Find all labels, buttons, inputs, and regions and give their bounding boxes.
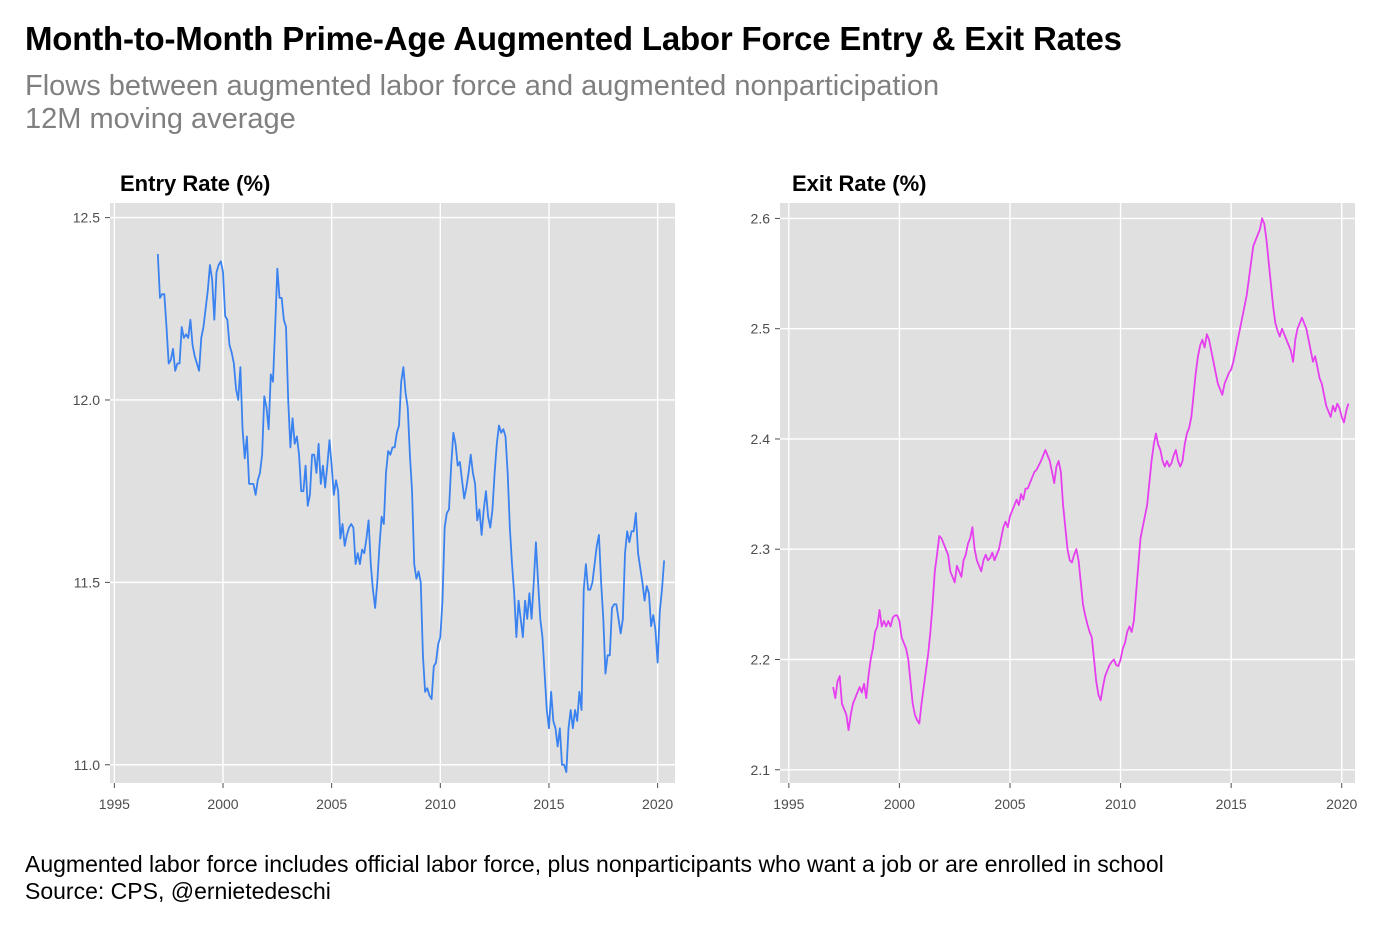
- caption-line: Augmented labor force includes official …: [25, 851, 1164, 877]
- chart-subtitle: Flows between augmented labor force and …: [25, 70, 939, 136]
- y-tick-label: 2.6: [751, 210, 771, 226]
- x-tick-label: 1995: [99, 796, 130, 812]
- x-tick-label: 2020: [1326, 796, 1357, 812]
- x-tick-label: 2015: [1216, 796, 1247, 812]
- plot-panel-background: [780, 203, 1355, 783]
- y-tick-label: 12.0: [73, 392, 100, 408]
- entry-rate-title: Entry Rate (%): [120, 171, 270, 196]
- x-tick-label: 2010: [425, 796, 456, 812]
- entry-rate-panel: 1995 2000 2005 2010 2015 2020 11.0 11.5 12.0 12.5…: [73, 171, 675, 812]
- y-tick-label: 2.3: [751, 541, 771, 557]
- caption-line: Source: CPS, @ernietedeschi: [25, 878, 331, 904]
- exit-rate-series-line: [832, 217, 1350, 731]
- subtitle-line: Flows between augmented labor force and …: [25, 70, 940, 102]
- subtitle-line: 12M moving average: [25, 103, 296, 135]
- y-tick-label: 2.5: [751, 321, 771, 337]
- x-tick-label: 2020: [642, 796, 673, 812]
- y-tick-label: 11.0: [74, 757, 100, 773]
- x-tick-label: 2000: [207, 796, 238, 812]
- y-tick-label: 2.1: [751, 762, 771, 778]
- x-tick-label: 2010: [1105, 796, 1136, 812]
- chart-title: Month-to-Month Prime-Age Augmented Labor…: [25, 20, 1122, 57]
- x-tick-label: 2005: [994, 796, 1025, 812]
- x-tick-label: 2005: [316, 796, 347, 812]
- exit-rate-panel: 1995 2000 2005 2010 2015 2020 2.1 2.2 2.3 2.4 2.5 2…: [751, 171, 1358, 812]
- x-tick-label: 2000: [884, 796, 915, 812]
- x-tick-label: 1995: [773, 796, 804, 812]
- chart-caption: Augmented labor force includes official …: [25, 851, 1164, 905]
- y-tick-label: 2.4: [751, 431, 771, 447]
- y-tick-label: 2.2: [751, 652, 771, 668]
- entry-rate-series-line: [156, 254, 666, 773]
- y-tick-label: 12.5: [73, 210, 100, 226]
- exit-rate-title: Exit Rate (%): [792, 171, 926, 196]
- y-tick-label: 11.5: [74, 574, 100, 590]
- plot-panel-background: [110, 203, 675, 783]
- x-tick-label: 2015: [533, 796, 564, 812]
